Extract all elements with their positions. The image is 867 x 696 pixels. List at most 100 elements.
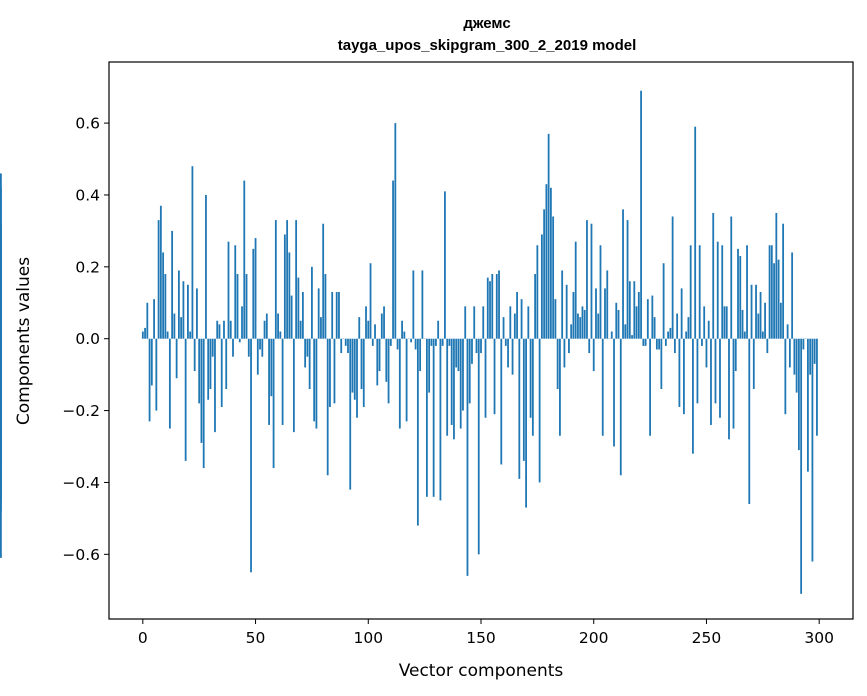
bar xyxy=(175,338,178,379)
bar xyxy=(261,338,264,357)
bar xyxy=(162,252,165,339)
bar xyxy=(150,338,153,386)
bar xyxy=(247,338,250,357)
bar xyxy=(182,281,185,339)
bar xyxy=(308,338,311,390)
bar xyxy=(613,338,615,447)
bar xyxy=(238,338,241,343)
bar xyxy=(531,338,534,436)
bar xyxy=(471,338,473,364)
y-tick-label: 0.2 xyxy=(75,258,100,276)
bar xyxy=(446,338,449,436)
bar xyxy=(536,245,539,339)
bar xyxy=(491,274,494,339)
bar xyxy=(430,338,433,346)
bar xyxy=(358,317,361,339)
bar xyxy=(315,338,318,429)
bar xyxy=(599,245,602,339)
bar xyxy=(579,317,582,339)
bar xyxy=(236,274,239,339)
bar xyxy=(746,245,748,339)
bar xyxy=(516,291,518,339)
bar xyxy=(581,306,584,339)
bar xyxy=(265,313,268,339)
bar xyxy=(277,313,279,339)
bar xyxy=(292,338,295,433)
bar xyxy=(344,338,347,346)
bar xyxy=(466,338,469,576)
bar xyxy=(453,338,455,440)
bar xyxy=(234,245,237,339)
bar xyxy=(703,306,706,339)
bar xyxy=(279,331,282,339)
bar xyxy=(775,212,778,339)
bar xyxy=(482,306,485,339)
bar xyxy=(444,191,446,339)
bar xyxy=(329,338,331,407)
bar xyxy=(504,338,507,346)
bar xyxy=(317,288,320,339)
bar xyxy=(218,324,221,339)
bar xyxy=(646,299,649,339)
bar xyxy=(710,338,712,425)
bar xyxy=(389,338,392,346)
bar xyxy=(604,288,606,339)
bar xyxy=(173,313,176,339)
bar xyxy=(268,338,270,425)
bar xyxy=(673,338,676,354)
bar xyxy=(728,338,730,440)
bar xyxy=(721,245,724,339)
bar xyxy=(707,320,710,339)
bar xyxy=(543,209,546,339)
x-tick-label: 50 xyxy=(246,629,266,647)
bar xyxy=(732,338,735,429)
y-axis-label: Components values xyxy=(14,257,34,425)
bar xyxy=(200,338,203,443)
bar xyxy=(586,220,588,339)
bar xyxy=(214,338,216,433)
bar xyxy=(333,338,336,404)
bar xyxy=(254,238,257,339)
bar xyxy=(410,338,413,343)
bar xyxy=(464,306,467,339)
bar xyxy=(286,220,289,339)
bar xyxy=(259,338,261,350)
bar xyxy=(367,320,370,339)
bar xyxy=(662,263,665,339)
bar xyxy=(574,241,577,339)
bar xyxy=(651,295,654,339)
bar xyxy=(299,320,302,339)
bar xyxy=(649,338,651,436)
bar xyxy=(225,338,228,390)
bar xyxy=(241,306,243,339)
bar xyxy=(380,313,383,339)
bar xyxy=(493,338,496,415)
bar xyxy=(166,331,169,339)
bar xyxy=(725,306,728,339)
plot-frame xyxy=(108,61,854,620)
bar xyxy=(405,338,408,422)
bar xyxy=(141,331,144,339)
bar xyxy=(577,313,579,339)
bar xyxy=(527,306,530,339)
bar xyxy=(272,338,275,469)
x-tick-label: 0 xyxy=(138,629,148,647)
bar xyxy=(807,338,809,472)
bar xyxy=(322,223,325,339)
bar xyxy=(664,338,667,346)
bar xyxy=(457,338,460,372)
bar xyxy=(802,338,805,350)
bar xyxy=(473,306,476,339)
bar xyxy=(635,306,638,339)
bar xyxy=(687,317,690,339)
bar xyxy=(159,205,162,339)
bar xyxy=(387,338,390,404)
bar xyxy=(207,338,210,400)
bar xyxy=(610,331,613,339)
bar xyxy=(730,216,733,339)
bar xyxy=(637,291,640,339)
bar xyxy=(565,284,568,339)
bar xyxy=(696,338,699,404)
bar xyxy=(274,220,277,339)
bar xyxy=(669,327,672,339)
